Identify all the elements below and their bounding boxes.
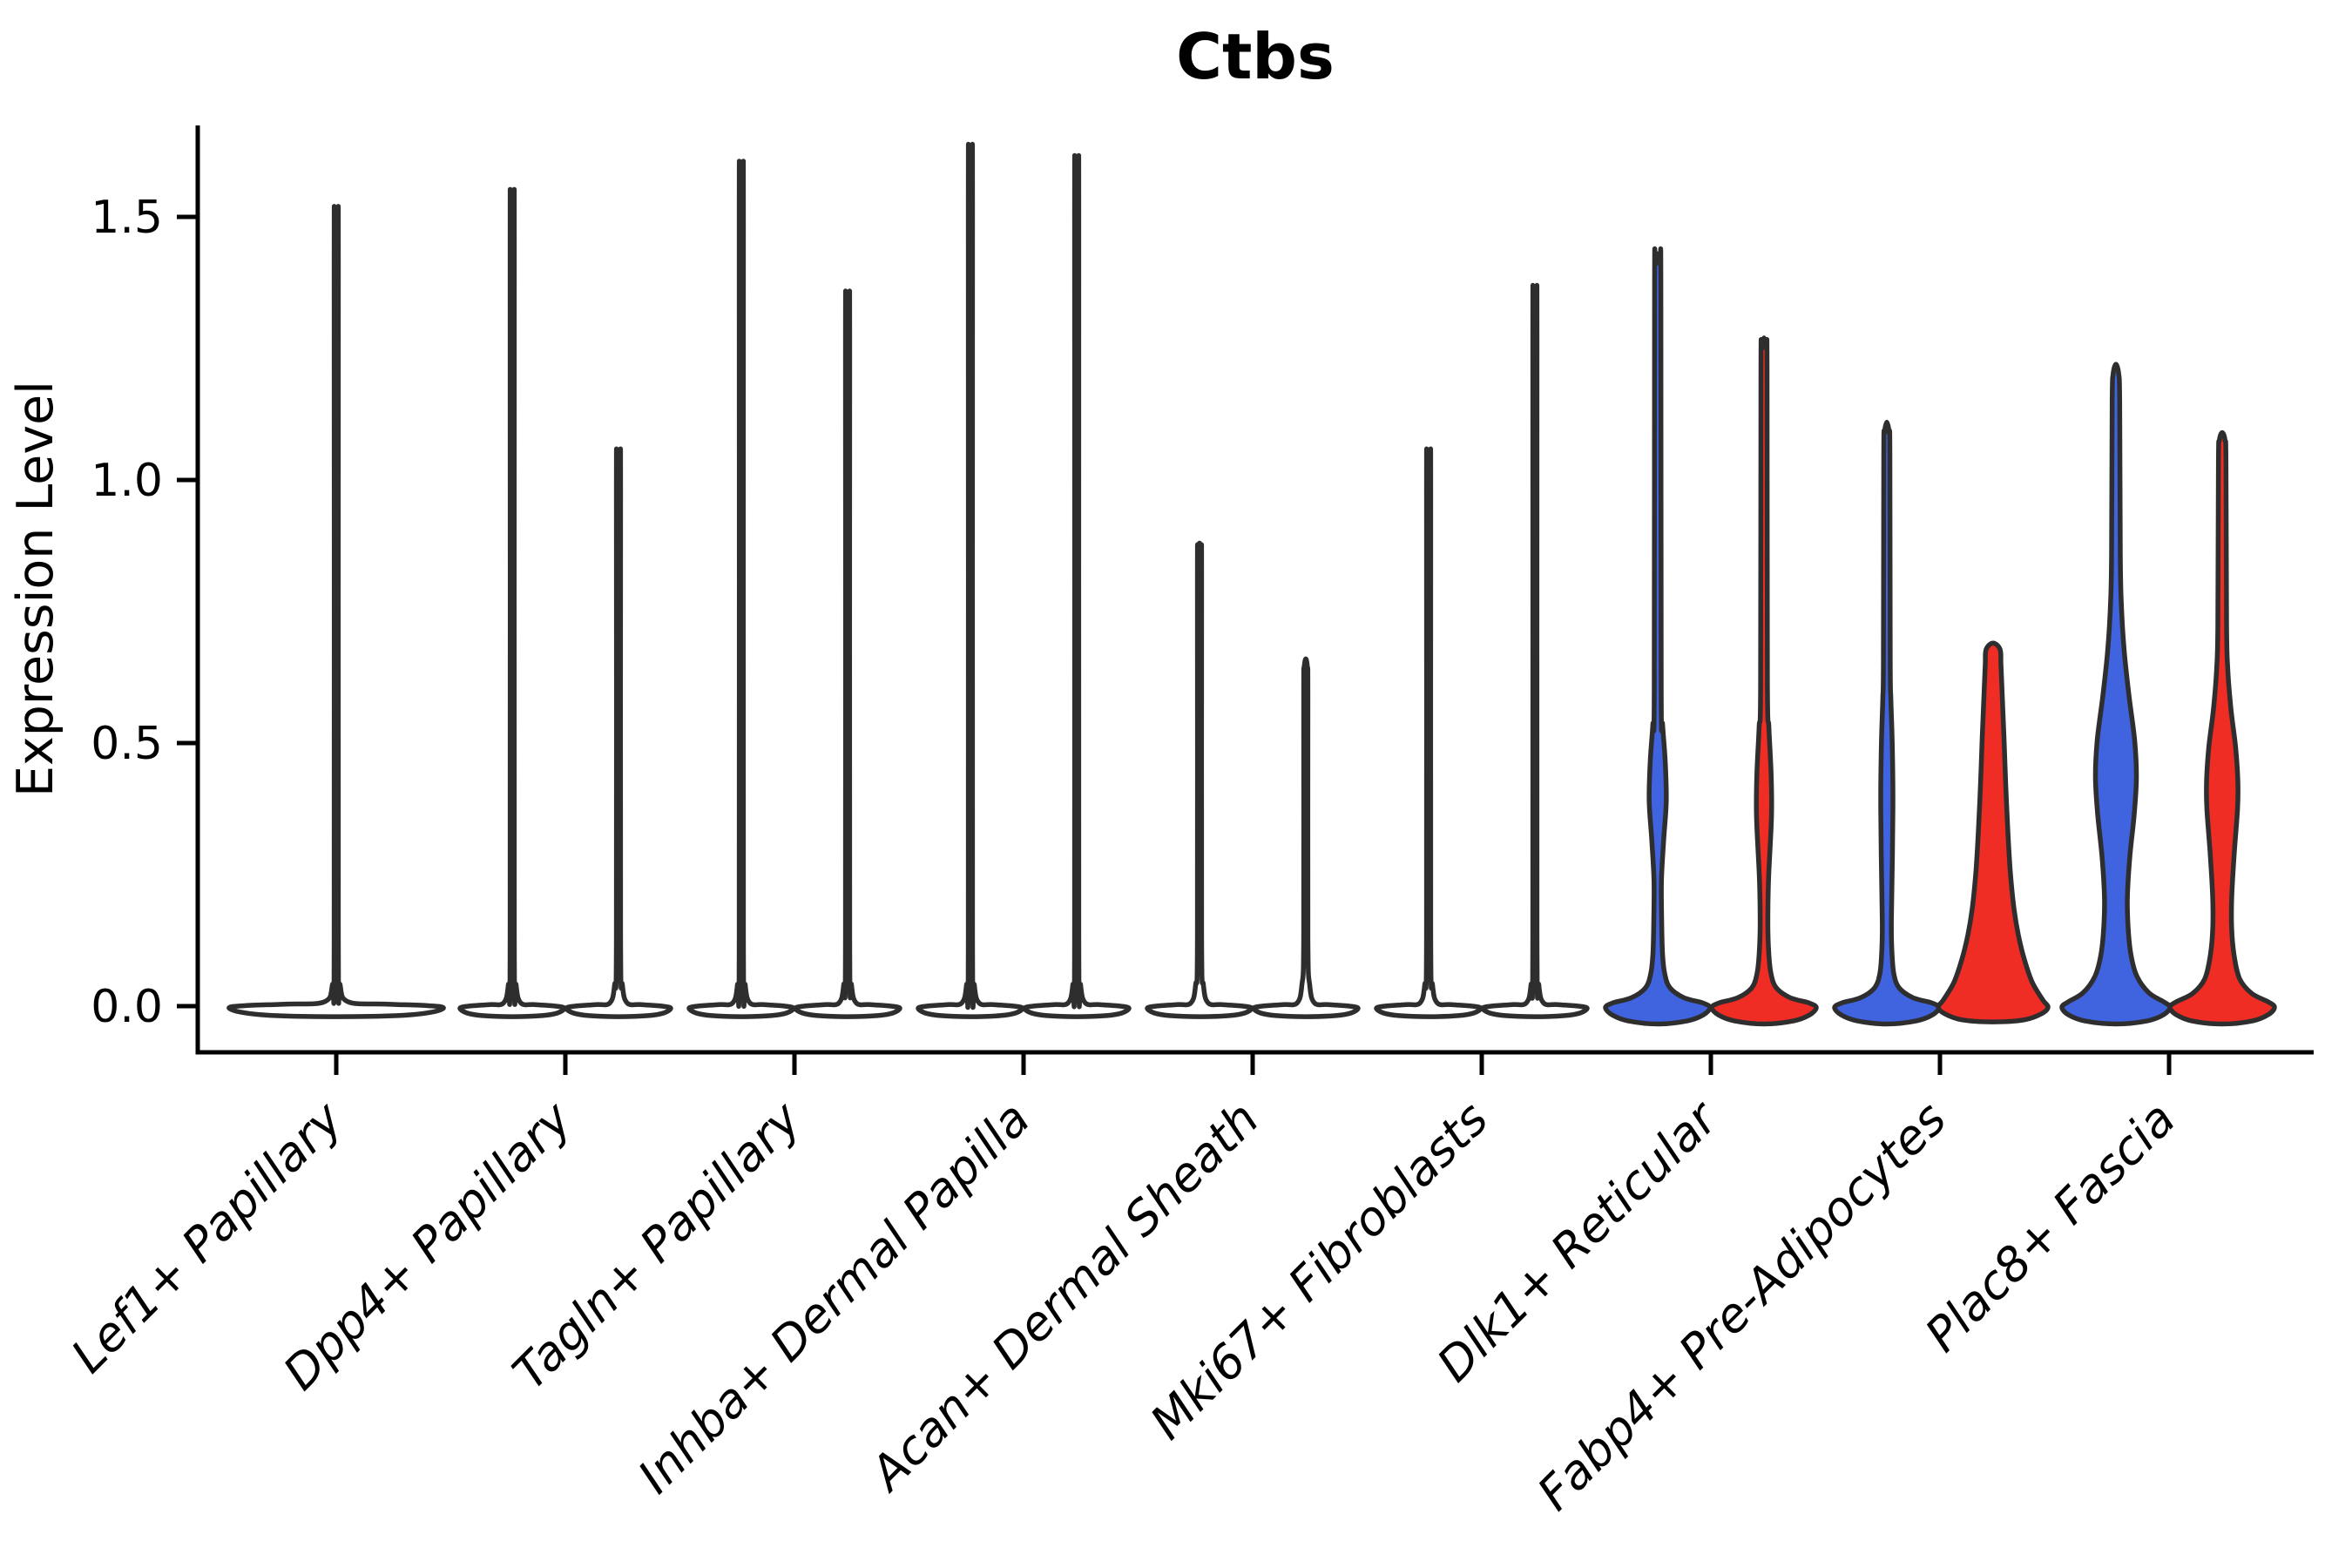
y-tick-label: 0.0 xyxy=(91,981,163,1033)
violin-6-left-blue xyxy=(1603,246,1713,1027)
violin-7-left-blue xyxy=(1832,419,1942,1027)
violin-3-left-white xyxy=(916,142,1025,1019)
violin-2-left-white xyxy=(686,159,796,1019)
x-tick-label: Inhba+ Dermal Papilla xyxy=(627,1092,1040,1504)
y-tick-label: 1.0 xyxy=(91,455,163,507)
violin-4-left-white xyxy=(1145,540,1254,1019)
x-tick-label: Plac8+ Fascia xyxy=(1915,1092,2186,1362)
violin-0-center-white xyxy=(226,204,446,1019)
x-tick-label: Fabp4+ Pre-Adipocytes xyxy=(1527,1092,1957,1521)
axes-layer xyxy=(177,125,2314,1075)
violin-1-right-white xyxy=(564,446,673,1019)
violin-3-right-white xyxy=(1022,152,1132,1019)
axis-spines xyxy=(195,125,2314,1055)
y-tick-label: 1.5 xyxy=(91,192,163,244)
y-tick-label: 0.5 xyxy=(91,718,163,770)
violin-5-right-white xyxy=(1480,282,1590,1019)
violin-4-right-white xyxy=(1251,656,1361,1019)
violin-8-left-blue xyxy=(2059,362,2173,1027)
violin-8-right-red xyxy=(2167,429,2277,1027)
x-tick-label: Acan+ Dermal Sheath xyxy=(858,1092,1269,1503)
violin-1-left-white xyxy=(457,186,567,1019)
violin-2-right-white xyxy=(793,288,902,1019)
violin-6-right-red xyxy=(1709,335,1819,1027)
chart-title: Ctbs xyxy=(1176,20,1335,93)
violin-layer xyxy=(226,142,2277,1027)
violin-7-right-red xyxy=(1936,640,2051,1024)
y-axis-label: Expression Level xyxy=(7,381,64,797)
violin-5-left-white xyxy=(1374,446,1484,1019)
